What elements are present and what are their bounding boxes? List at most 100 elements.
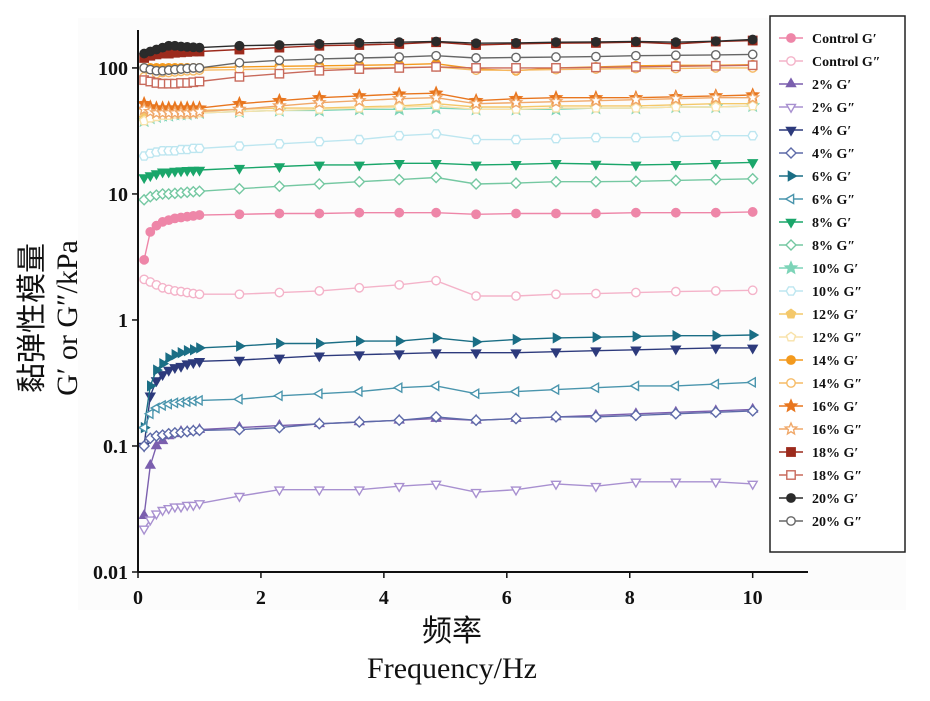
data-point [551, 52, 561, 62]
data-point [393, 482, 405, 493]
data-point [710, 49, 721, 60]
legend-label: Control G′ [812, 32, 877, 47]
data-point [669, 380, 680, 392]
data-point [391, 90, 407, 106]
x-tick-label: 4 [379, 587, 389, 609]
series-20 [139, 60, 758, 89]
y-tick-label: 0.1 [103, 436, 128, 458]
data-point [630, 61, 641, 72]
data-point [591, 36, 601, 47]
data-point [395, 335, 406, 347]
legend-label: 12% G″ [812, 331, 862, 346]
data-point [313, 486, 326, 497]
data-point [511, 38, 521, 48]
data-point [153, 364, 164, 376]
legend-marker [786, 516, 796, 526]
data-point [393, 159, 405, 170]
legend-marker [783, 421, 799, 436]
data-point [430, 100, 442, 111]
data-point [150, 510, 163, 521]
y-tick-label: 100 [98, 58, 128, 80]
data-point [470, 414, 483, 427]
legend-entry: Control G′ [779, 32, 877, 47]
data-point [273, 138, 285, 149]
data-point [470, 134, 482, 145]
data-point [150, 170, 163, 181]
data-point [353, 161, 366, 172]
legend-entry: 2% G″ [779, 101, 855, 116]
data-point [591, 288, 601, 299]
data-point [510, 349, 522, 360]
axes [137, 30, 808, 573]
legend-entry: 8% G′ [779, 216, 851, 231]
data-point [353, 486, 366, 497]
data-point [316, 337, 326, 350]
legend-entry: 14% G′ [779, 354, 858, 369]
legend-marker [786, 470, 796, 480]
legend-entry: 8% G″ [779, 239, 855, 254]
data-point [393, 173, 406, 186]
legend-marker [784, 193, 795, 205]
legend-label: 18% G″ [812, 469, 862, 484]
x-tick-label: 0 [133, 587, 143, 609]
data-point [165, 352, 176, 364]
data-point [628, 91, 644, 106]
data-point [709, 378, 720, 390]
legend-marker [785, 308, 797, 319]
data-point [311, 94, 327, 109]
legend-marker [786, 493, 796, 503]
data-point [630, 161, 642, 172]
y-tick-label: 0.01 [93, 562, 128, 584]
data-point [630, 36, 641, 47]
data-point [234, 40, 245, 51]
data-point [710, 207, 721, 218]
data-point [234, 289, 245, 300]
legend-entry: 10% G′ [779, 260, 858, 277]
data-point [146, 380, 157, 392]
data-point [670, 131, 682, 142]
data-point [271, 98, 287, 113]
data-point [234, 57, 245, 68]
series-18 [136, 89, 761, 120]
legend-label: 4% G′ [812, 124, 851, 139]
data-point [510, 160, 522, 171]
data-point [353, 175, 366, 188]
data-point [550, 133, 562, 144]
data-point [630, 478, 642, 489]
data-point [430, 410, 443, 423]
data-point [747, 285, 758, 296]
data-point [189, 344, 200, 356]
data-point [138, 509, 150, 519]
data-point [393, 101, 405, 112]
data-point [156, 506, 169, 517]
data-point [431, 207, 442, 218]
data-point [274, 287, 285, 298]
data-point [550, 159, 562, 170]
legend-marker [785, 147, 797, 159]
legend-label: 2% G″ [812, 101, 855, 116]
legend-entry: 6% G′ [779, 170, 851, 185]
legend-label: 14% G′ [812, 354, 858, 369]
data-point [668, 90, 684, 106]
legend-entry: 12% G″ [779, 331, 862, 346]
data-point [746, 344, 759, 355]
data-point [430, 480, 442, 491]
data-point [354, 64, 365, 74]
data-point [710, 478, 722, 489]
data-point [353, 416, 366, 428]
data-point [670, 160, 682, 171]
data-point [551, 289, 561, 300]
legend-marker [786, 56, 796, 66]
data-point [144, 172, 157, 183]
legend-marker [783, 260, 799, 275]
data-point [192, 394, 203, 407]
data-point [138, 440, 151, 452]
data-point [511, 52, 521, 63]
data-point [708, 89, 724, 105]
data-point [353, 134, 365, 145]
data-point [431, 61, 442, 72]
legend-marker [786, 378, 796, 388]
data-point [233, 182, 246, 195]
data-point [143, 408, 154, 420]
data-point [709, 406, 722, 419]
